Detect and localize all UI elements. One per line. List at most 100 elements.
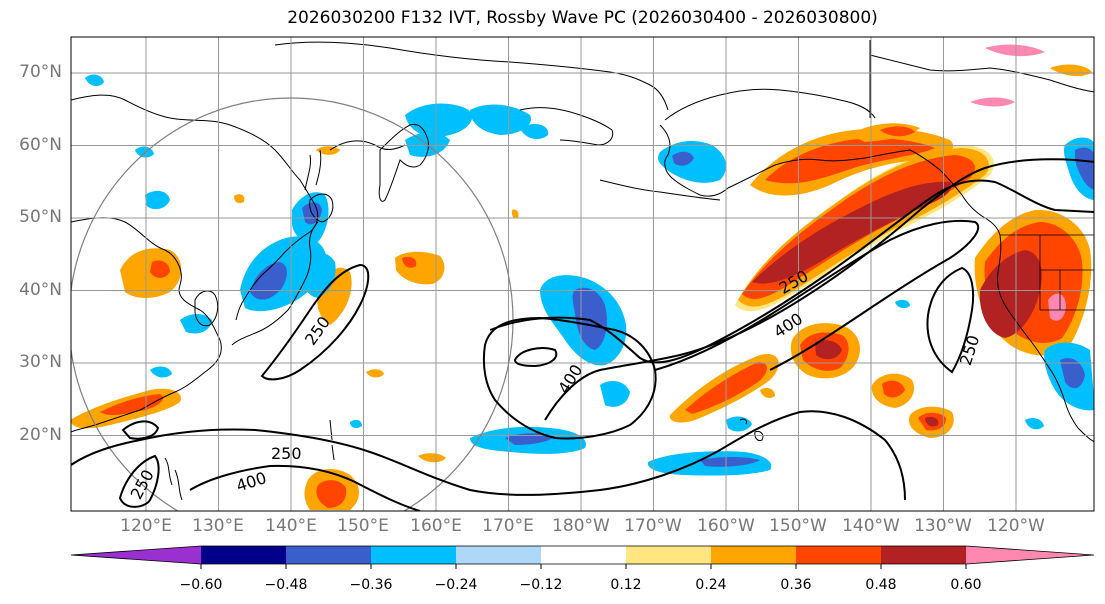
contour-small-loop [513, 347, 558, 368]
coastline-baja [1064, 401, 1094, 443]
colorbar-swatch-minus060 [201, 546, 286, 564]
lat-label-50n: 50°N [19, 207, 62, 227]
coastline-japan [231, 221, 319, 346]
colorbar-ticks [200, 564, 967, 569]
blue-honshu-sky [299, 251, 336, 298]
small-orange-3 [418, 453, 446, 463]
lon-label-130w: 130°W [914, 516, 972, 536]
contour-label: 250 [956, 333, 984, 368]
small-orange-1 [316, 146, 340, 155]
lon-label-150w: 150°W [769, 516, 827, 536]
coastline-asia-north [71, 94, 319, 321]
coastline-hokkaido [309, 193, 334, 223]
blue-small-4 [150, 366, 172, 378]
gulf-alaska-red [765, 138, 935, 184]
blue-korea-sky [180, 314, 212, 334]
contour-400-ne-pacific-lower [654, 219, 980, 371]
blue-bering-east-sky [520, 124, 549, 140]
colorbar-tick-label: 0.36 [780, 577, 812, 593]
contour-250-sw [121, 420, 160, 440]
lat-label-30n: 30°N [19, 352, 62, 372]
coastline-alaska [664, 88, 876, 121]
blue-mexico-royal [1060, 358, 1085, 389]
coastline-bc [909, 149, 1001, 236]
coastline-asia [71, 217, 222, 433]
state-borders [1000, 234, 1094, 311]
colorbar-swatch-024 [711, 546, 796, 564]
colorbar-swatch-minus048 [286, 546, 371, 564]
blue-canada-royal [1075, 147, 1094, 190]
lon-label-130e: 130°E [192, 516, 244, 536]
ar-band-darkred [752, 181, 952, 284]
california-darkred [979, 250, 1042, 338]
contour-label: 250 [271, 444, 302, 463]
lon-label-150e: 150°E [337, 516, 389, 536]
lon-label-120e: 120°E [120, 516, 172, 536]
lat-label-20n: 20°N [19, 425, 62, 445]
blob-philippines-red [316, 480, 347, 508]
colorbar-extend-high [966, 546, 1094, 564]
contour-250-socal [926, 266, 975, 374]
contour-250-japan [260, 263, 370, 381]
contour-400-subtrop [189, 464, 421, 511]
coastline-gulf-alaska [727, 149, 911, 189]
colorbar-swatch-036 [796, 546, 881, 564]
lon-label-170w: 170°W [624, 516, 682, 536]
small-pink-2 [985, 44, 1045, 57]
map-title: 2026030200 F132 IVT, Rossby Wave PC (202… [287, 8, 878, 28]
coastline-philippines [164, 457, 183, 501]
colorbar-tick-label: −0.12 [519, 577, 563, 593]
contour-250-ne-pacific [489, 179, 1094, 364]
small-orange-2 [366, 369, 384, 378]
blue-hawaii-is-sky [726, 416, 752, 432]
blue-sibnorth-sky [85, 74, 104, 87]
blob-160e-40n-red [402, 256, 417, 268]
lat-label-60n: 60°N [19, 135, 62, 155]
colorbar [70, 545, 1095, 569]
contour-400-ne-pacific [544, 158, 1094, 421]
blue-bering-sky [470, 104, 531, 135]
lon-label-160e: 160°E [410, 516, 462, 536]
colorbar-swatch-012 [626, 546, 711, 564]
blob-taiwan-band-red [100, 394, 164, 416]
coastlines [71, 40, 1094, 501]
coastline-aleutians [599, 179, 721, 201]
coastline-marianas [329, 419, 335, 461]
colorbar-tick-label: −0.36 [349, 577, 393, 593]
small-red-1 [880, 126, 915, 137]
small-orange-4 [234, 194, 245, 204]
blue-small-3 [350, 419, 362, 429]
coastline-korea [194, 290, 219, 327]
map-plot: 250 400 400 250 250 250 400 250 [71, 37, 1094, 511]
contour-250-phil [118, 454, 160, 508]
colorbar-swatch-048 [881, 546, 966, 564]
lon-label-120w: 120°W [987, 516, 1045, 536]
coastline-canada-north [869, 54, 1094, 93]
blue-alaska-sky [658, 140, 727, 183]
contour-250-subtrop [71, 410, 906, 501]
colorbar-tick-label: −0.60 [179, 577, 223, 593]
blob-china-orange [120, 248, 182, 298]
blue-small-2 [1025, 418, 1044, 430]
colorbar-tick-label: −0.48 [264, 577, 308, 593]
blue-south-band-royal [700, 457, 760, 467]
california-pink [1048, 293, 1066, 321]
colorbar-tick-label: 0.12 [610, 577, 642, 593]
lon-label-140e: 140°E [265, 516, 317, 536]
blue-small-1 [895, 299, 910, 309]
lon-label-170e: 170°E [482, 516, 534, 536]
coastline-kamchatka [378, 123, 429, 202]
colorbar-tick-label: −0.24 [434, 577, 478, 593]
lon-label-160w: 160°W [697, 516, 755, 536]
lat-label-70n: 70°N [19, 62, 62, 82]
small-orange-5 [511, 209, 519, 219]
coastline-hawaii [739, 418, 764, 441]
colorbar-swatch-neutral [541, 546, 626, 564]
small-orange-7 [1050, 64, 1092, 77]
blob-160e-40n-orange [395, 251, 445, 285]
contour-label: 250 [127, 466, 158, 502]
small-orange-6 [760, 388, 775, 398]
blue-kamchatka-sky [405, 103, 473, 137]
coastline-sakhalin [304, 149, 322, 191]
